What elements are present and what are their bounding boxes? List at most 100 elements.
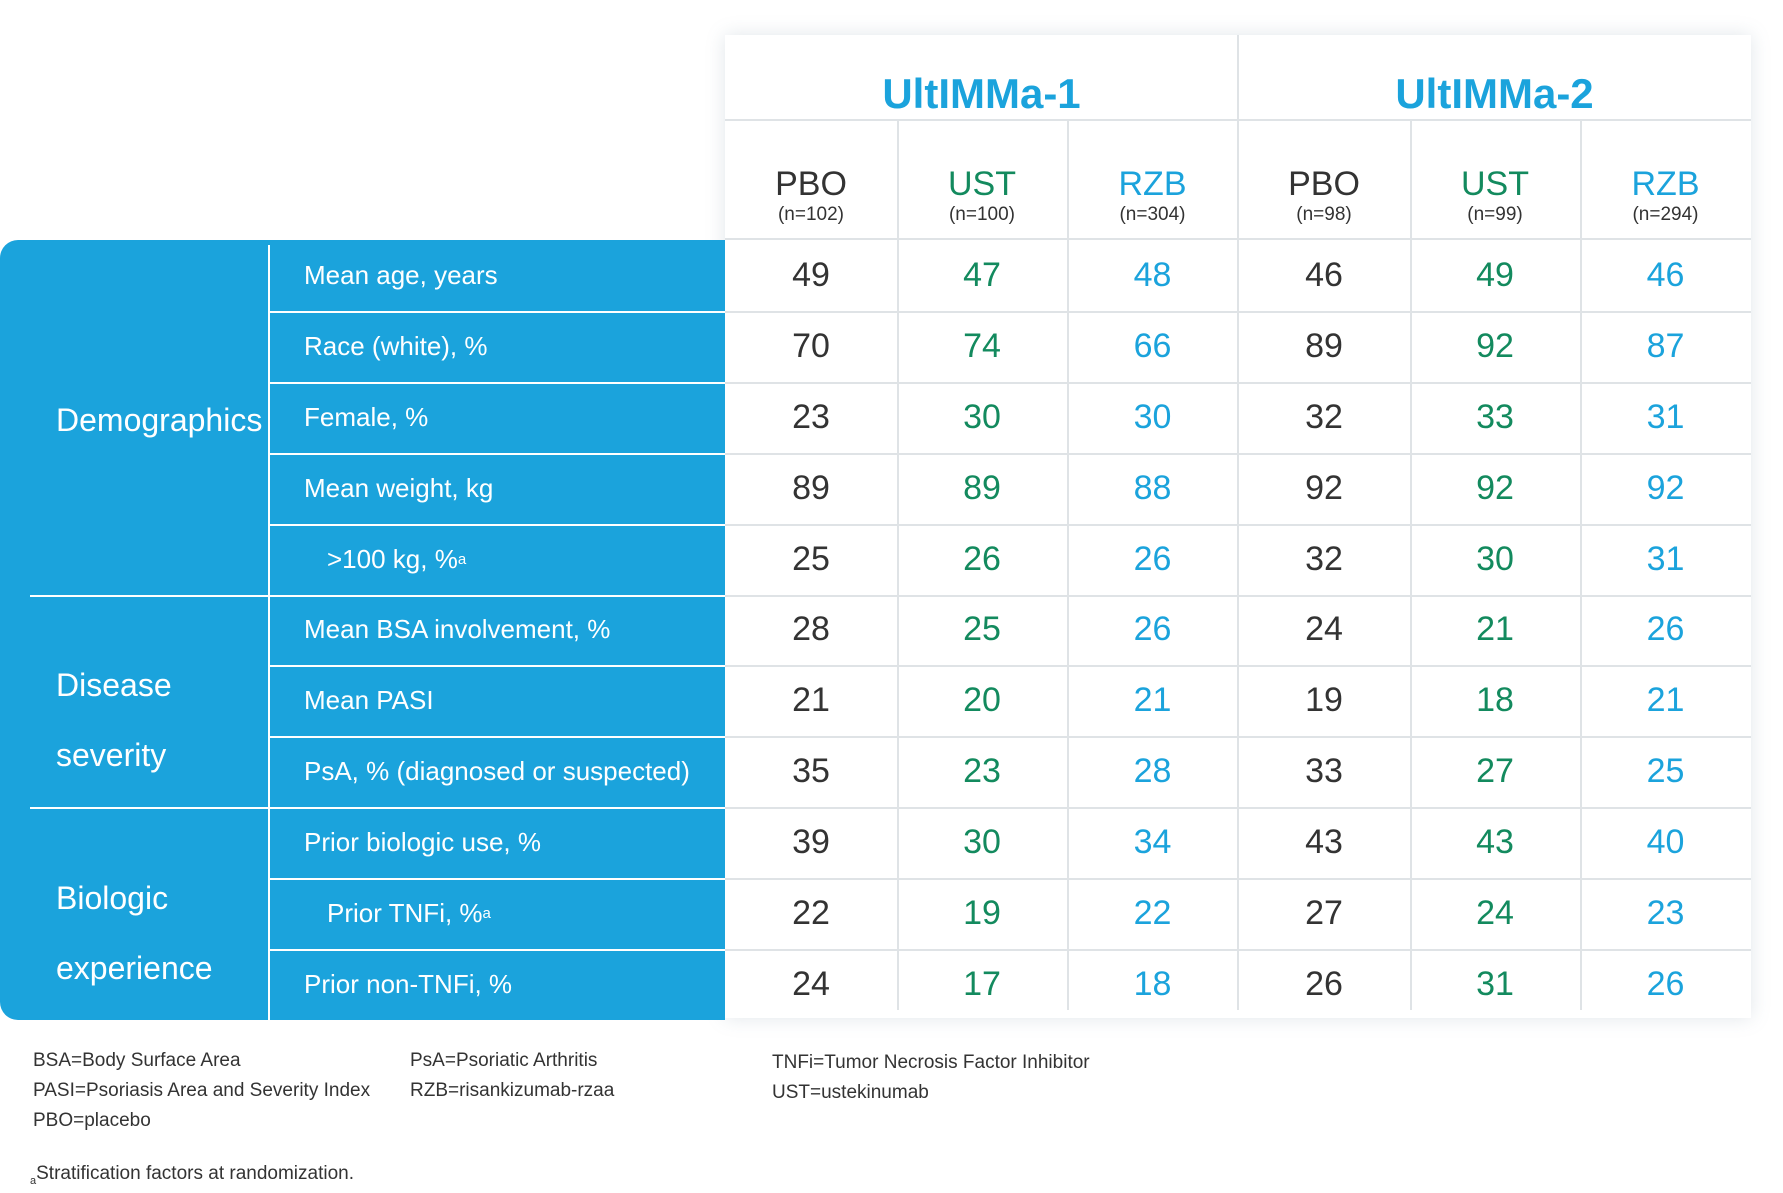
arm-abbreviation: PBO: [1288, 164, 1360, 203]
table-cell: 26: [1305, 964, 1343, 1003]
row-label: Mean age, years: [304, 240, 498, 311]
table-cell: 30: [1133, 397, 1172, 436]
table-cell: 27: [1476, 752, 1514, 791]
category-label: Demographics: [56, 385, 262, 455]
row-label: Prior TNFi, % a: [327, 878, 491, 949]
column-header: UST (n=99): [1410, 153, 1580, 238]
table-cell: 43: [1305, 823, 1343, 862]
table-cell: 48: [1133, 255, 1172, 294]
table-cell: 30: [1476, 539, 1514, 578]
label-row-divider: [270, 736, 725, 738]
table-cell: 89: [963, 468, 1001, 507]
table-cell: 18: [1476, 681, 1514, 720]
arm-abbreviation: UST: [1461, 164, 1529, 203]
table-cell: 28: [792, 610, 830, 649]
footnote-pbo: PBO=placebo: [33, 1110, 151, 1131]
arm-abbreviation: RZB: [1631, 164, 1700, 203]
arm-sample-size: (n=304): [1119, 203, 1186, 225]
study-title: UltIMMa-2: [1395, 70, 1594, 117]
label-row-divider: [270, 382, 725, 384]
table-cell: 30: [963, 397, 1001, 436]
table-cell: 92: [1646, 468, 1685, 507]
table-cell: 31: [1646, 397, 1685, 436]
label-row-divider: [30, 807, 725, 809]
table-cell: 17: [963, 964, 1001, 1003]
table-cell: 26: [1646, 610, 1685, 649]
table-cell: 26: [1133, 610, 1172, 649]
column-header: PBO (n=98): [1238, 153, 1410, 238]
row-label: Prior biologic use, %: [304, 807, 541, 878]
study-divider: [1237, 35, 1239, 1010]
footnote-note: Stratification factors at randomization.: [36, 1163, 354, 1184]
arm-abbreviation: UST: [948, 164, 1016, 203]
row-label-text: Prior TNFi, %: [327, 898, 483, 929]
table-cell: 88: [1133, 468, 1172, 507]
label-column-divider: [268, 245, 270, 1020]
row-label-text: Female, %: [304, 401, 429, 432]
row-label: Race (white), %: [304, 311, 488, 382]
footnote-psa: PsA=Psoriatic Arthritis: [410, 1050, 598, 1071]
table-cell: 66: [1133, 326, 1172, 365]
table-cell: 22: [792, 894, 830, 933]
table-cell: 19: [963, 894, 1001, 933]
table-cell: 26: [1646, 964, 1685, 1003]
label-row-divider: [270, 878, 725, 880]
table-cell: 46: [1305, 255, 1343, 294]
study-title: UltIMMa-1: [882, 70, 1081, 117]
category-label-line: severity: [56, 737, 167, 773]
table-cell: 47: [963, 255, 1001, 294]
footnote-stratification: aStratification factors at randomization…: [30, 1162, 354, 1193]
arm-sample-size: (n=98): [1296, 203, 1352, 225]
table-cell: 24: [792, 964, 830, 1003]
table-cell: 27: [1305, 894, 1343, 933]
table-cell: 23: [1646, 894, 1685, 933]
table-cell: 21: [1646, 681, 1685, 720]
footnote-tnfi: TNFi=Tumor Necrosis Factor Inhibitor: [772, 1052, 1090, 1073]
arm-abbreviation: PBO: [775, 164, 847, 203]
category-label: Biologic experience: [56, 863, 213, 1003]
category-label-line: experience: [56, 950, 213, 986]
row-label: PsA, % (diagnosed or suspected): [304, 736, 690, 807]
table-cell: 31: [1646, 539, 1685, 578]
table-cell: 89: [1305, 326, 1343, 365]
table-cell: 39: [792, 823, 830, 862]
table-cell: 87: [1646, 326, 1685, 365]
label-row-divider: [270, 524, 725, 526]
column-divider: [897, 119, 899, 1010]
table-cell: 32: [1305, 539, 1343, 578]
table-cell: 20: [963, 681, 1001, 720]
row-label-text: >100 kg, %: [327, 543, 458, 574]
table-cell: 25: [1646, 752, 1685, 791]
category-label-line: Biologic: [56, 880, 169, 916]
column-header: RZB (n=304): [1067, 153, 1238, 238]
row-label-text: Race (white), %: [304, 330, 488, 361]
table-cell: 92: [1305, 468, 1343, 507]
table-cell: 74: [963, 326, 1001, 365]
row-label-panel: [0, 240, 725, 1020]
table-cell: 33: [1476, 397, 1514, 436]
category-label: Disease severity: [56, 650, 172, 790]
footnote-col-3: TNFi=Tumor Necrosis Factor Inhibitor UST…: [772, 1048, 1090, 1108]
column-header: PBO (n=102): [725, 153, 897, 238]
table-cell: 49: [792, 255, 830, 294]
table-cell: 19: [1305, 681, 1343, 720]
footnote-ust: UST=ustekinumab: [772, 1082, 929, 1103]
table-cell: 33: [1305, 752, 1343, 791]
column-divider: [1580, 119, 1582, 1010]
table-cell: 49: [1476, 255, 1514, 294]
label-row-divider: [270, 311, 725, 313]
footnote-col-2: PsA=Psoriatic Arthritis RZB=risankizumab…: [410, 1046, 614, 1106]
table-cell: 21: [1476, 610, 1514, 649]
arm-sample-size: (n=102): [777, 203, 845, 225]
label-row-divider: [30, 595, 725, 597]
row-label-text: Mean PASI: [304, 685, 434, 716]
footnote-pasi: PASI=Psoriasis Area and Severity Index: [33, 1080, 371, 1101]
category-label-line: Disease: [56, 667, 172, 703]
table-cell: 43: [1476, 823, 1514, 862]
arm-sample-size: (n=100): [948, 203, 1016, 225]
table-cell: 70: [792, 326, 830, 365]
row-label: Female, %: [304, 382, 428, 453]
row-label-text: Mean BSA involvement, %: [304, 614, 611, 645]
table-cell: 26: [1133, 539, 1172, 578]
